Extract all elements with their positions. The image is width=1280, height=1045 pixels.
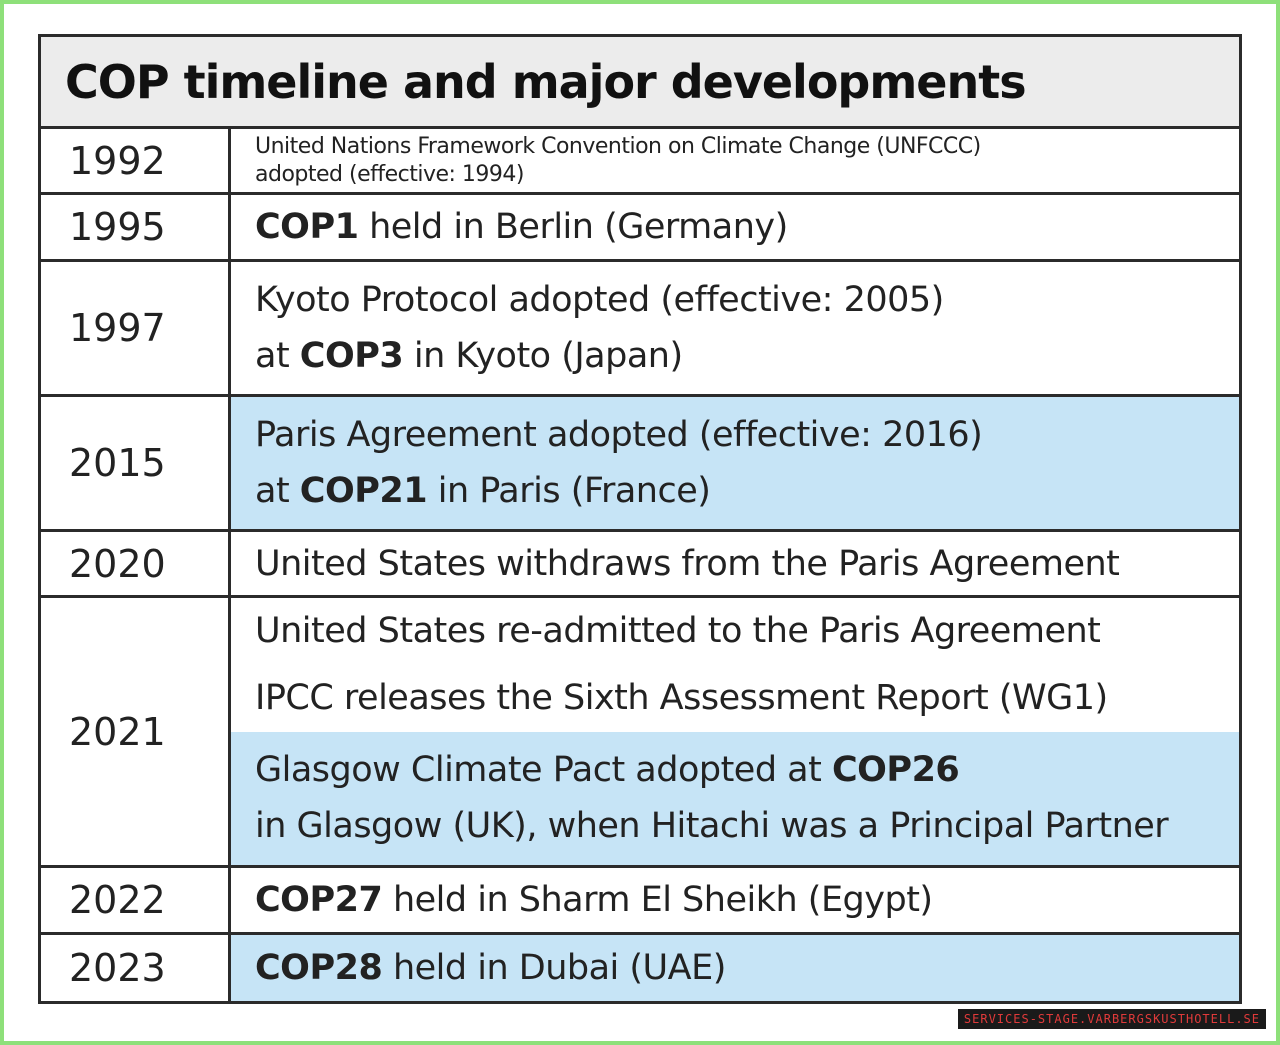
title-row: COP timeline and major developments (41, 37, 1239, 129)
event-line: COP1 held in Berlin (Germany) (255, 199, 1239, 255)
event: IPCC releases the Sixth Assessment Repor… (231, 664, 1239, 731)
event-line: in Glasgow (UK), when Hitachi was a Prin… (255, 798, 1239, 854)
event: Kyoto Protocol adopted (effective: 2005)… (231, 262, 1239, 394)
cop-label: COP1 (255, 207, 359, 247)
event-line: COP27 held in Sharm El Sheikh (Egypt) (255, 872, 1239, 928)
event-text: held in Dubai (UAE) (382, 948, 726, 988)
highlighted-event: Paris Agreement adopted (effective: 2016… (231, 397, 1239, 529)
year-cell: 1997 (41, 262, 231, 394)
year-cell: 2015 (41, 397, 231, 529)
table-row: 1997 Kyoto Protocol adopted (effective: 2… (41, 262, 1239, 397)
event-line: at COP3 in Kyoto (Japan) (255, 328, 1239, 384)
events-cell: Kyoto Protocol adopted (effective: 2005)… (231, 262, 1239, 394)
event-line: IPCC releases the Sixth Assessment Repor… (255, 670, 1239, 726)
cop-label: COP21 (299, 471, 428, 511)
event-line: Glasgow Climate Pact adopted at COP26 (255, 742, 1239, 798)
cop-label: COP27 (255, 880, 383, 920)
events-cell: United States withdraws from the Paris A… (231, 532, 1239, 595)
event: United Nations Framework Convention on C… (231, 129, 1239, 192)
event-line: United States re-admitted to the Paris A… (255, 603, 1239, 659)
event-text: United States withdraws from the Paris A… (255, 543, 1120, 584)
event: United States re-admitted to the Paris A… (231, 598, 1239, 664)
highlighted-event: COP28 held in Dubai (UAE) (231, 935, 1239, 1001)
cop-timeline-table: COP timeline and major developments 1992… (38, 34, 1242, 1004)
events-cell: United States re-admitted to the Paris A… (231, 598, 1239, 865)
event-line: Paris Agreement adopted (effective: 2016… (255, 407, 1239, 463)
events-cell: COP27 held in Sharm El Sheikh (Egypt) (231, 868, 1239, 932)
event-text: in Paris (France) (427, 471, 711, 511)
event-text: at (255, 336, 300, 376)
event-text: Glasgow Climate Pact adopted at (255, 750, 832, 791)
event-text: United States re-admitted to the Paris A… (255, 611, 1101, 652)
event-line: adopted (effective: 1994) (255, 161, 1239, 189)
events-cell: COP1 held in Berlin (Germany) (231, 195, 1239, 259)
table-title: COP timeline and major developments (65, 54, 1027, 109)
event-line: COP28 held in Dubai (UAE) (255, 940, 1239, 996)
events-cell: COP28 held in Dubai (UAE) (231, 935, 1239, 1001)
highlighted-event: Glasgow Climate Pact adopted at COP26 in … (231, 731, 1239, 865)
year-cell: 2021 (41, 598, 231, 865)
event: United States withdraws from the Paris A… (231, 532, 1239, 595)
table-row: 2015 Paris Agreement adopted (effective: … (41, 397, 1239, 532)
year-cell: 2020 (41, 532, 231, 595)
table-row: 1995 COP1 held in Berlin (Germany) (41, 195, 1239, 262)
event-text: Paris Agreement adopted (effective: 2016… (255, 415, 983, 455)
event-text: in Glasgow (UK), when Hitachi was a Prin… (255, 806, 1169, 847)
year-cell: 1995 (41, 195, 231, 259)
event-text: Kyoto Protocol adopted (effective: 2005) (255, 280, 944, 320)
year-cell: 2023 (41, 935, 231, 1001)
cop-label: COP26 (831, 750, 960, 791)
event-text: at (255, 471, 300, 511)
year-cell: 2022 (41, 868, 231, 932)
events-cell: Paris Agreement adopted (effective: 2016… (231, 397, 1239, 529)
timeline-rows: 1992 United Nations Framework Convention … (41, 129, 1239, 1001)
event: COP27 held in Sharm El Sheikh (Egypt) (231, 868, 1239, 932)
event: COP1 held in Berlin (Germany) (231, 195, 1239, 259)
cop-label: COP28 (255, 948, 383, 988)
event-text: United Nations Framework Convention on C… (255, 133, 981, 159)
event-text: held in Berlin (Germany) (358, 207, 788, 247)
event-text: held in Sharm El Sheikh (Egypt) (382, 880, 933, 920)
watermark: SERVICES-STAGE.VARBERGSKUSTHOTELL.SE (957, 1009, 1266, 1029)
event-line: Kyoto Protocol adopted (effective: 2005) (255, 272, 1239, 328)
table-row: 2022 COP27 held in Sharm El Sheikh (Egypt… (41, 868, 1239, 935)
cop-label: COP3 (299, 336, 404, 376)
table-row: 2020 United States withdraws from the Par… (41, 532, 1239, 598)
events-cell: United Nations Framework Convention on C… (231, 129, 1239, 192)
event-text: IPCC releases the Sixth Assessment Repor… (255, 677, 1108, 718)
event-text: in Kyoto (Japan) (403, 336, 683, 376)
year-cell: 1992 (41, 129, 231, 192)
event-line: United Nations Framework Convention on C… (255, 133, 1239, 161)
event-line: United States withdraws from the Paris A… (255, 536, 1239, 592)
event-line: at COP21 in Paris (France) (255, 463, 1239, 519)
event-text: adopted (effective: 1994) (255, 161, 525, 187)
table-row: 2021 United States re-admitted to the Par… (41, 598, 1239, 868)
table-row: 1992 United Nations Framework Convention … (41, 129, 1239, 195)
table-row: 2023 COP28 held in Dubai (UAE) (41, 935, 1239, 1001)
